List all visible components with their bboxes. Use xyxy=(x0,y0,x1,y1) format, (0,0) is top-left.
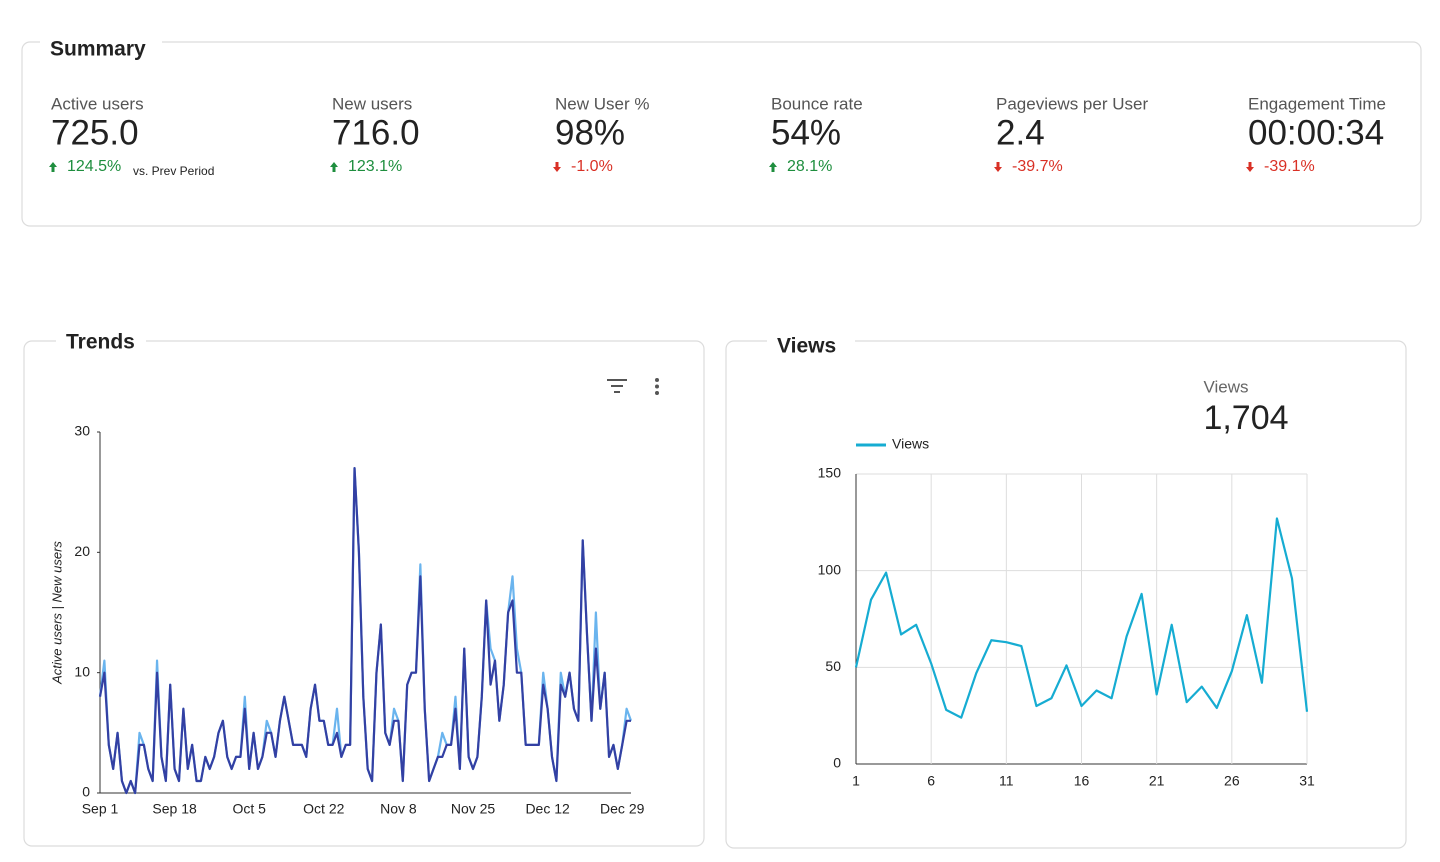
y-tick-label: 30 xyxy=(74,423,90,439)
y-tick-label: 10 xyxy=(74,663,90,679)
x-tick-label: 26 xyxy=(1224,773,1240,789)
metric-label: Pageviews per User xyxy=(996,94,1148,113)
y-tick-label: 20 xyxy=(74,543,90,559)
x-tick-label: Oct 22 xyxy=(303,801,344,817)
metric-label: New users xyxy=(332,94,412,113)
icon-dot xyxy=(655,391,659,395)
x-tick-label: Dec 29 xyxy=(600,801,645,817)
trend-arrow xyxy=(769,162,777,172)
views-card xyxy=(725,340,1407,849)
trend-arrow xyxy=(994,162,1002,172)
icon-line xyxy=(614,391,620,393)
x-tick-label: Sep 1 xyxy=(82,801,119,817)
metric-change: 124.5% xyxy=(67,158,121,175)
scorecard-label: Views xyxy=(1203,377,1248,396)
trend-arrow xyxy=(553,162,561,172)
metric-label: Active users xyxy=(51,94,144,113)
trend-arrow xyxy=(49,162,57,172)
y-tick-label: 50 xyxy=(825,658,841,674)
series-line xyxy=(854,517,1309,719)
x-tick-label: Nov 25 xyxy=(451,801,496,817)
trend-arrow xyxy=(1246,162,1254,172)
card-title: Summary xyxy=(50,38,146,61)
metric-change: -1.0% xyxy=(571,158,613,175)
icon-line xyxy=(611,385,623,387)
icon-line xyxy=(607,379,627,381)
card-title: Trends xyxy=(66,331,135,354)
filter-icon[interactable] xyxy=(607,379,627,393)
x-tick-label: Dec 12 xyxy=(525,801,570,817)
metric-value: 2.4 xyxy=(996,113,1045,152)
x-tick-label: 6 xyxy=(927,773,935,789)
metric-value: 716.0 xyxy=(332,113,420,152)
metric-change: -39.7% xyxy=(1012,158,1063,175)
metric-change: -39.1% xyxy=(1264,158,1315,175)
metric-value: 98% xyxy=(555,113,625,152)
card-title: Views xyxy=(777,335,836,358)
summary-card xyxy=(21,41,1422,227)
x-tick-label: 31 xyxy=(1299,773,1315,789)
x-tick-label: Sep 18 xyxy=(152,801,197,817)
y-tick-label: 150 xyxy=(818,465,842,481)
metric-value: 54% xyxy=(771,113,841,152)
x-tick-label: 11 xyxy=(999,773,1014,789)
series-line xyxy=(98,467,631,795)
title-backdrop xyxy=(40,30,162,56)
metric-change: 28.1% xyxy=(787,158,832,175)
metric-label: New User % xyxy=(555,94,649,113)
legend-label: Views xyxy=(892,436,929,452)
metric-label: Engagement Time xyxy=(1248,94,1386,113)
metric-label: Bounce rate xyxy=(771,94,863,113)
title-backdrop xyxy=(767,334,855,360)
scorecard-value: 1,704 xyxy=(1203,399,1288,437)
metric-value: 00:00:34 xyxy=(1248,113,1384,152)
y-tick-label: 100 xyxy=(818,561,842,577)
x-tick-label: Oct 5 xyxy=(232,801,266,817)
metric-change: 123.1% xyxy=(348,158,402,175)
metric-value: 725.0 xyxy=(51,113,139,152)
trend-arrow xyxy=(330,162,338,172)
x-tick-label: Nov 8 xyxy=(380,801,417,817)
trends-card xyxy=(23,340,705,847)
comparison-note: vs. Prev Period xyxy=(133,164,214,178)
icon-dot xyxy=(655,378,659,382)
y-tick-label: 0 xyxy=(82,784,90,800)
y-axis-title: Active users | New users xyxy=(49,541,64,685)
title-backdrop xyxy=(56,330,146,354)
x-tick-label: 16 xyxy=(1074,773,1090,789)
x-tick-label: 21 xyxy=(1149,773,1165,789)
icon-dot xyxy=(655,384,659,389)
menu-icon[interactable] xyxy=(655,378,659,395)
x-tick-label: 1 xyxy=(852,773,860,789)
y-tick-label: 0 xyxy=(833,755,841,771)
